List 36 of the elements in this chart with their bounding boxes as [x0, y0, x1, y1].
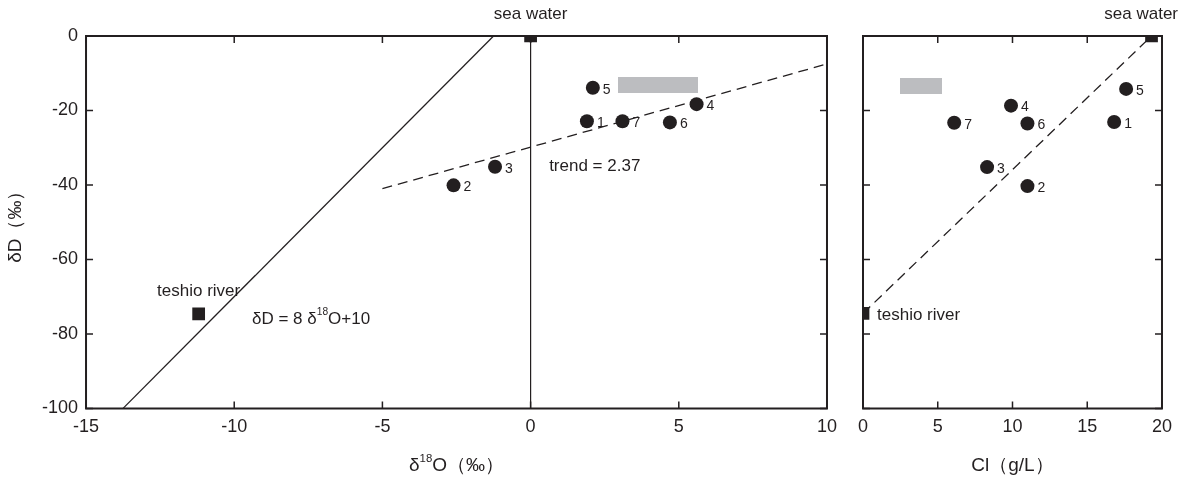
x-tick-label: 5: [673, 416, 684, 437]
y-tick-label: -60: [52, 248, 79, 269]
annotation: 1: [1124, 114, 1133, 131]
y-tick-label: -80: [52, 322, 79, 343]
y-tick-label: -40: [52, 173, 79, 194]
annotation: 3: [505, 159, 514, 176]
annotation: 2: [1037, 178, 1046, 195]
x-tick-label: 0: [525, 416, 536, 437]
x-tick-label: 0: [857, 416, 869, 437]
annotation: 7: [964, 115, 973, 132]
x-tick-label: 5: [932, 416, 943, 437]
annotation: 6: [1037, 116, 1046, 133]
annotation: 4: [706, 97, 715, 114]
annotation: 3: [997, 159, 1006, 176]
annotation: teshio river: [877, 305, 961, 325]
annotation: sea water: [1104, 3, 1179, 23]
y-axis-title: δD（‰）: [4, 181, 26, 263]
x-tick-label: 20: [1151, 416, 1172, 437]
x-tick-label: 10: [816, 416, 837, 437]
annotation: 2: [463, 178, 472, 195]
x-axis-title: Cl（g/L）: [971, 454, 1054, 476]
x-tick-label: -5: [374, 416, 391, 437]
annotation: sea water: [493, 3, 568, 23]
y-tick-label: 0: [68, 24, 79, 45]
y-tick-label: -20: [52, 99, 79, 120]
x-tick-label: 10: [1002, 416, 1023, 437]
annotation: 5: [1136, 81, 1145, 98]
x-tick-label: -10: [221, 416, 248, 437]
annotation: teshio river: [157, 281, 241, 301]
x-tick-label: 15: [1077, 416, 1098, 437]
y-tick-label: -100: [42, 397, 79, 418]
annotation: 6: [679, 115, 688, 132]
annotation: trend = 2.37: [549, 156, 641, 176]
annotation: 4: [1021, 98, 1029, 115]
annotation: 5: [602, 80, 611, 97]
x-tick-label: -15: [73, 416, 100, 437]
